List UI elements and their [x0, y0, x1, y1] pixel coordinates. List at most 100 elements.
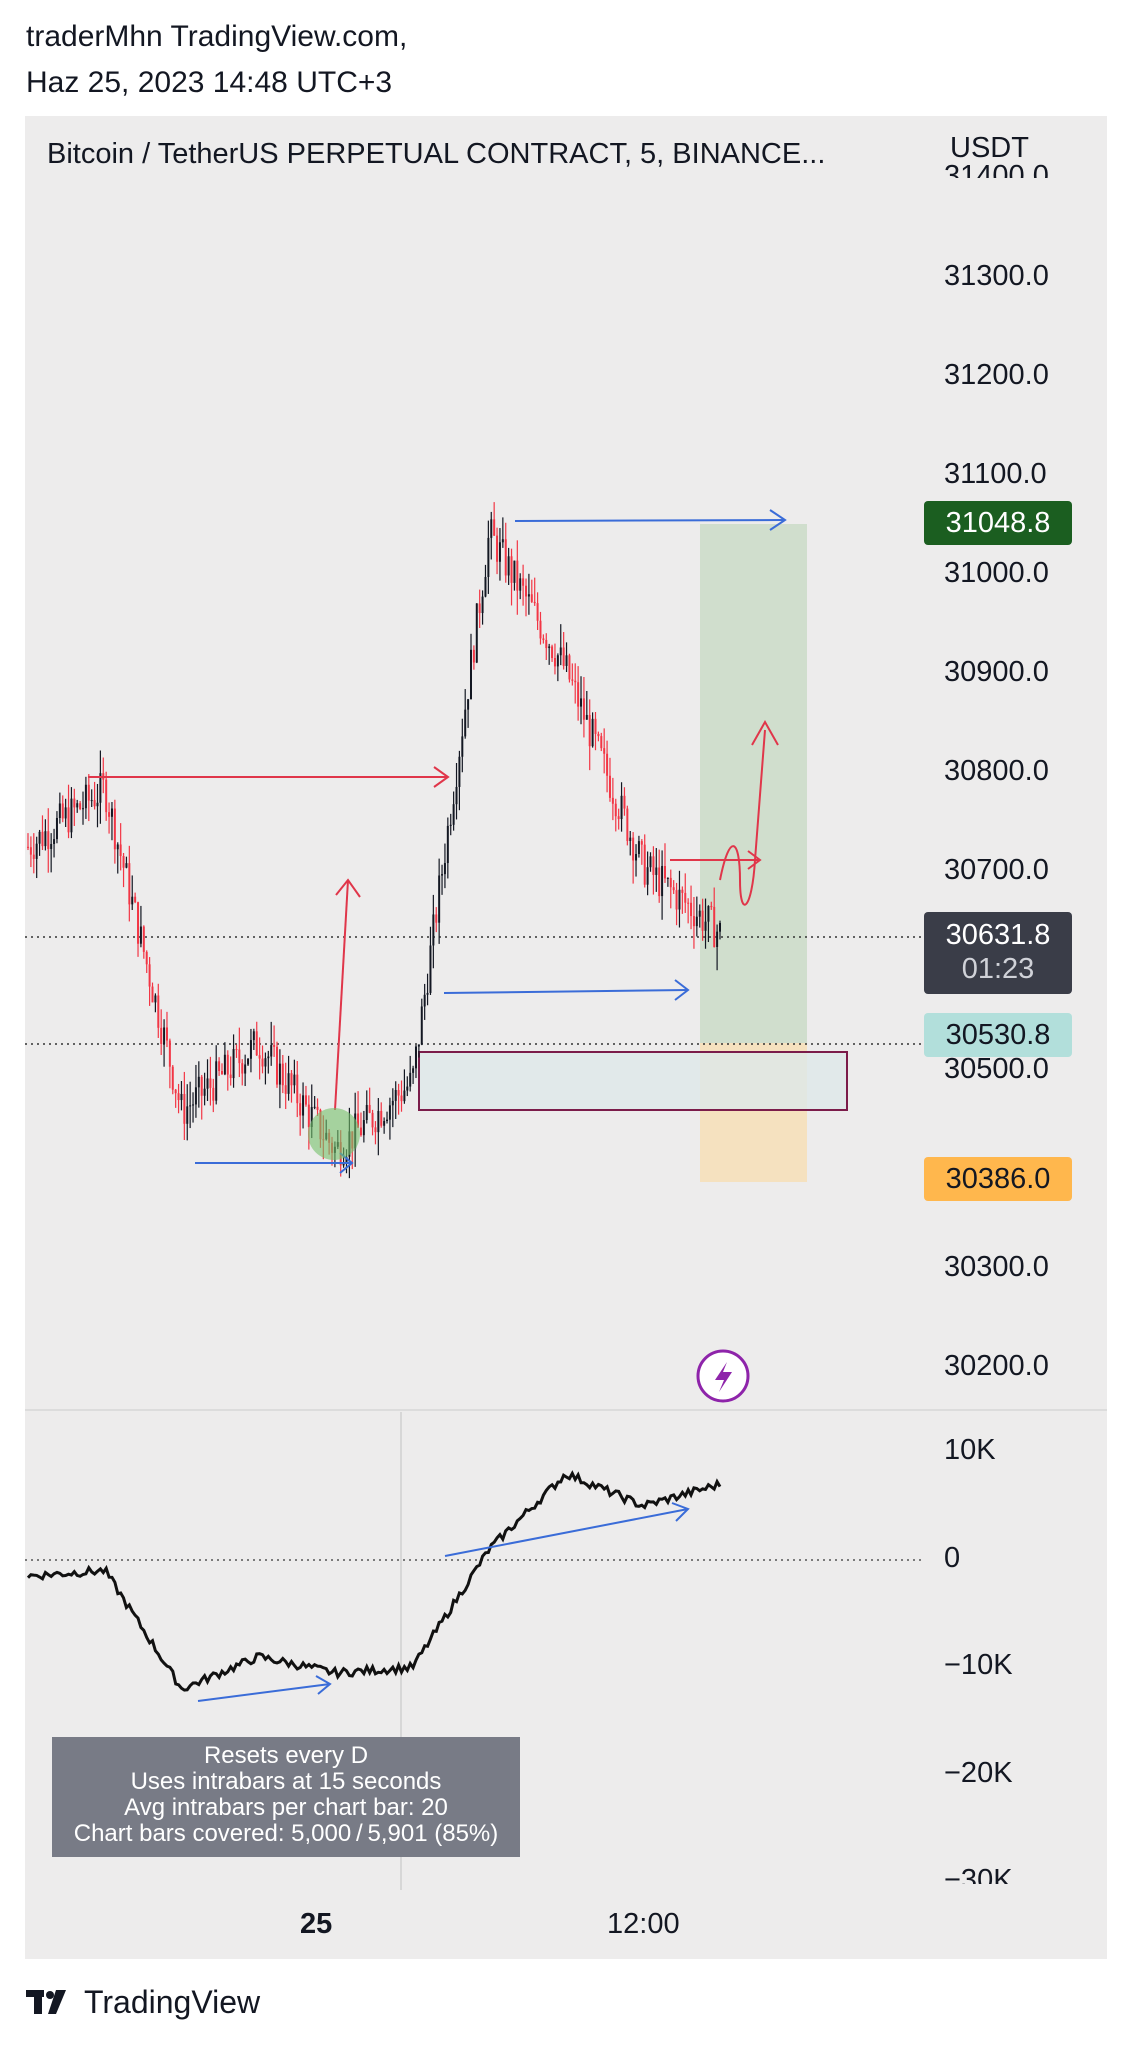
- candle-body: [661, 866, 664, 897]
- candle-body: [556, 655, 559, 667]
- candle-body: [180, 1093, 183, 1101]
- candle-body: [47, 831, 50, 849]
- candle-body: [574, 680, 577, 683]
- indicator-y-tick: 10K: [944, 1434, 996, 1466]
- candle-body: [611, 797, 614, 804]
- candle-body: [669, 877, 672, 888]
- symbol-title[interactable]: Bitcoin / TetherUS PERPETUAL CONTRACT, 5…: [47, 138, 826, 170]
- candle-body: [82, 808, 85, 810]
- candle-body: [539, 620, 542, 639]
- x-label-time: 12:00: [607, 1908, 680, 1940]
- candle-body: [632, 837, 635, 861]
- candle-body: [441, 874, 444, 876]
- candle-body: [371, 1112, 374, 1128]
- candle-body: [626, 808, 629, 842]
- candle-body: [655, 867, 658, 875]
- candle-body: [113, 808, 116, 850]
- candle-body: [606, 753, 609, 776]
- candle-body: [171, 1066, 174, 1090]
- candle-body: [391, 1100, 394, 1106]
- candle-body: [707, 906, 710, 922]
- candle-body: [368, 1104, 371, 1113]
- candle-body: [562, 647, 565, 666]
- candle-body: [38, 831, 41, 844]
- candle-body: [131, 896, 134, 905]
- blue-div-arrow-2: [444, 1508, 689, 1557]
- candle-body: [701, 910, 704, 931]
- candle-body: [168, 1040, 171, 1067]
- timestamp: Haz 25, 2023 14:48 UTC+3: [26, 66, 393, 99]
- candle-body: [620, 795, 623, 820]
- candle-body: [501, 539, 504, 543]
- candle-body: [458, 756, 461, 787]
- candle-body: [220, 1071, 223, 1075]
- y-tick: 31000.0: [944, 557, 1049, 589]
- candle-body: [287, 1073, 290, 1094]
- candle-body: [472, 649, 475, 663]
- candle-body: [252, 1031, 255, 1041]
- candle-body: [218, 1061, 221, 1072]
- candle-body: [617, 816, 620, 820]
- candle-body: [108, 812, 111, 817]
- candle-body: [608, 775, 611, 798]
- candle-body: [713, 906, 716, 947]
- candle-body: [160, 1027, 163, 1044]
- candle-body: [93, 800, 96, 807]
- candle-body: [452, 804, 455, 825]
- candle-body: [481, 596, 484, 614]
- drawings: [88, 509, 787, 1702]
- candle-body: [281, 1063, 284, 1086]
- candle-body: [542, 638, 545, 640]
- info-line: Uses intrabars at 15 seconds: [130, 1768, 442, 1795]
- bar-countdown: 01:23: [961, 953, 1035, 985]
- y-tick: 31400.0: [944, 160, 1049, 178]
- candle-body: [154, 995, 157, 1003]
- candle-body: [478, 603, 481, 614]
- candle-body: [704, 921, 707, 931]
- candle-body: [87, 784, 90, 801]
- candle-body: [455, 786, 458, 805]
- y-tick: 30700.0: [944, 854, 1049, 886]
- candle-body: [299, 1103, 302, 1116]
- indicator-y-tick: −30K: [944, 1864, 1013, 1884]
- candle-body: [623, 795, 626, 809]
- y-tick: 30800.0: [944, 755, 1049, 787]
- candle-body: [383, 1121, 386, 1126]
- candle-body: [119, 844, 122, 857]
- y-tick: 31200.0: [944, 359, 1049, 391]
- candle-body: [681, 889, 684, 893]
- candle-body: [565, 655, 568, 666]
- candle-body: [290, 1073, 293, 1086]
- candle-body: [177, 1093, 180, 1101]
- candle-body: [629, 837, 632, 842]
- candle-body: [44, 831, 47, 847]
- highlight-dot: [308, 1108, 360, 1160]
- candle-body: [278, 1063, 281, 1085]
- candle-body: [316, 1106, 319, 1110]
- candle-body: [67, 807, 70, 833]
- lightning-icon[interactable]: [696, 1349, 750, 1403]
- candle-body: [165, 1027, 168, 1041]
- candle-body: [276, 1046, 279, 1085]
- candle-body: [446, 825, 449, 864]
- candle-body: [522, 578, 525, 586]
- candle-body: [426, 992, 429, 995]
- candle-body: [29, 847, 32, 855]
- candle-body: [467, 699, 470, 710]
- candle-body: [429, 945, 432, 993]
- candle-body: [527, 594, 530, 597]
- candle-body: [73, 798, 76, 808]
- candle-body: [591, 718, 594, 747]
- candle-body: [139, 926, 142, 944]
- red-line-right-head: [747, 850, 762, 870]
- candle-body: [438, 875, 441, 923]
- candle-body: [55, 817, 58, 840]
- candle-body: [122, 856, 125, 868]
- blue-arrow-top: [514, 519, 786, 522]
- candle-body: [163, 1027, 166, 1044]
- candle-body: [710, 906, 713, 908]
- footer-brand[interactable]: TradingView: [26, 1984, 260, 2021]
- profit-zone: [700, 524, 807, 1043]
- red-squiggle-head: [751, 719, 779, 746]
